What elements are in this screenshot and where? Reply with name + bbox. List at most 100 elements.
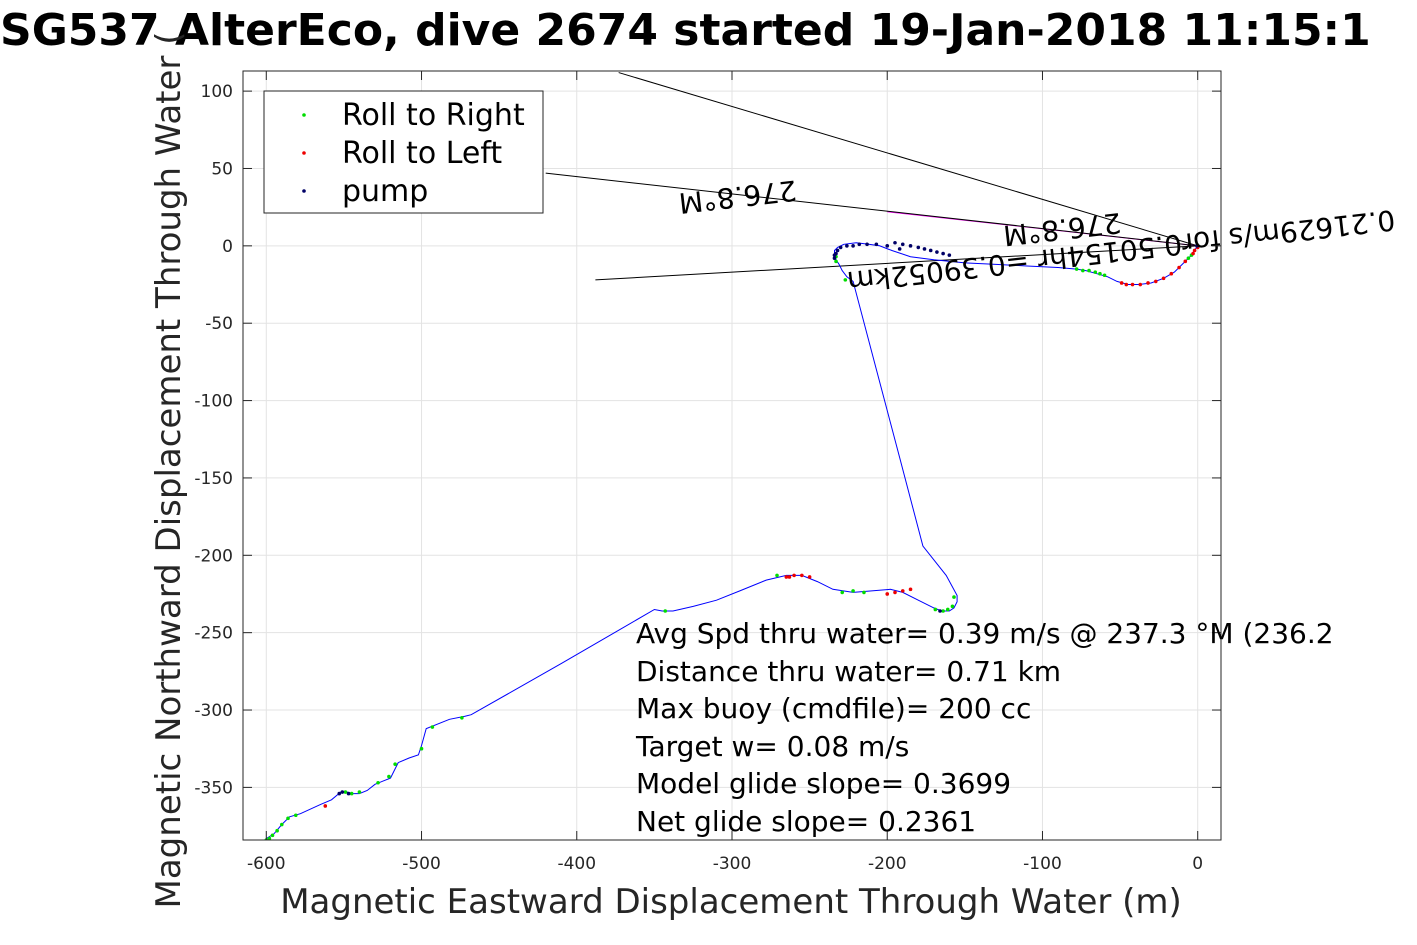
pump-point (938, 609, 942, 613)
roll-right-point (460, 715, 464, 720)
pump-point (928, 248, 933, 253)
y-tick-label: -50 (205, 314, 233, 334)
pump-point (346, 791, 351, 796)
roll-right-point (834, 259, 838, 264)
x-tick-label: -600 (247, 854, 286, 874)
pump-point (900, 242, 905, 247)
roll-right-point (775, 573, 779, 578)
roll-right-point (393, 762, 397, 766)
roll-left-point (1119, 281, 1124, 285)
legend-label-pump: pump (342, 174, 428, 209)
legend-label-roll-left: Roll to Left (342, 136, 502, 171)
roll-left-point (1169, 271, 1174, 276)
annotation-max-buoy: Max buoy (cmdfile)= 200 cc (636, 692, 1031, 725)
roll-right-point (357, 790, 362, 794)
roll-left-point (1183, 259, 1188, 264)
roll-right-point (275, 828, 279, 833)
roll-left-point (1138, 282, 1143, 287)
roll-left-point (1177, 265, 1181, 270)
roll-right-point (293, 813, 298, 818)
axis-ticks: -600 -500 -400 -300 -200 -100 0 100 50 0 -50 -100 -1… (194, 71, 1221, 874)
roll-left-point (323, 804, 328, 808)
pump-point (835, 248, 840, 253)
roll-left-point (885, 592, 890, 596)
pump-point (897, 247, 902, 251)
x-axis-label: Magnetic Eastward Displacement Through W… (280, 882, 1182, 922)
heading-line (618, 72, 1198, 247)
data-series (264, 72, 1200, 840)
stats-annotations: Avg Spd thru water= 0.39 m/s @ 237.3 °M … (635, 617, 1334, 838)
y-tick-label: -200 (194, 546, 233, 566)
heading-line (545, 172, 1198, 247)
pump-point (838, 245, 843, 250)
legend-marker-pump (302, 189, 306, 193)
roll-right-point (349, 791, 354, 796)
annotation-net-glide: Net glide slope= 0.2361 (636, 805, 976, 838)
roll-left-point (893, 590, 897, 595)
roll-left-point (1154, 279, 1158, 284)
roll-right-point (1102, 273, 1107, 278)
roll-left-point (1130, 282, 1135, 287)
roll-left-point (792, 573, 796, 578)
legend-marker-roll-right (302, 113, 306, 117)
pump-point (857, 242, 862, 247)
x-tick-label: 0 (1192, 854, 1203, 874)
x-tick-label: -100 (1023, 854, 1062, 874)
roll-right-point (840, 590, 845, 595)
pump-point (893, 240, 897, 245)
roll-right-point (430, 725, 435, 729)
roll-right-point (843, 278, 848, 282)
chart-title: SG537 AlterEco, dive 2674 started 19-Jan… (0, 5, 1371, 56)
y-axis-label: Magnetic Northward Displacement Through … (149, 32, 189, 909)
x-tick-label: -200 (868, 854, 907, 874)
pump-point (947, 253, 952, 257)
legend: Roll to Right Roll to Left pump (263, 90, 544, 214)
pump-point (916, 245, 921, 250)
roll-right-point (387, 774, 391, 779)
roll-right-point (280, 822, 284, 827)
pump-point (832, 256, 837, 261)
roll-left-point (1192, 248, 1197, 253)
pump-point (935, 250, 939, 254)
roll-left-point (800, 573, 804, 578)
legend-box (263, 90, 544, 214)
pump-point (922, 247, 927, 251)
pump-point (908, 244, 913, 248)
roll-right-point (952, 595, 956, 599)
pump-point (337, 791, 342, 796)
pump-point (832, 253, 837, 257)
pump-point (1195, 244, 1199, 248)
roll-right-point (1074, 267, 1079, 271)
y-tick-label: 50 (211, 159, 233, 179)
roll-right-point (1081, 268, 1085, 273)
roll-right-point (1087, 268, 1091, 273)
roll-right-point (1098, 271, 1102, 276)
annotation-distance: Distance thru water= 0.71 km (636, 655, 1061, 688)
roll-right-point (933, 607, 938, 612)
legend-marker-roll-left (302, 151, 306, 155)
track-line (266, 242, 1199, 839)
y-tick-label: -350 (194, 778, 233, 798)
roll-right-point (343, 790, 348, 794)
pump-point (885, 244, 890, 248)
pump-point (851, 244, 855, 248)
y-tick-label: -300 (194, 701, 233, 721)
roll-right-point (270, 833, 275, 838)
roll-right-point (663, 609, 668, 613)
pump-point (865, 242, 869, 247)
pump-point (845, 244, 849, 248)
pump-point (941, 251, 945, 256)
roll-right-point (267, 836, 272, 840)
roll-left-point (784, 575, 789, 579)
roll-left-point (1146, 281, 1150, 285)
roll-right-point (862, 590, 866, 595)
roll-right-point (376, 780, 380, 785)
roll-left-point (1124, 282, 1129, 287)
roll-right-point (286, 816, 290, 821)
roll-right-point (851, 589, 855, 593)
heading-line (595, 245, 1198, 281)
pump-point (874, 242, 879, 247)
annotation-target-w: Target w= 0.08 m/s (635, 730, 909, 763)
roll-right-point (419, 746, 424, 751)
